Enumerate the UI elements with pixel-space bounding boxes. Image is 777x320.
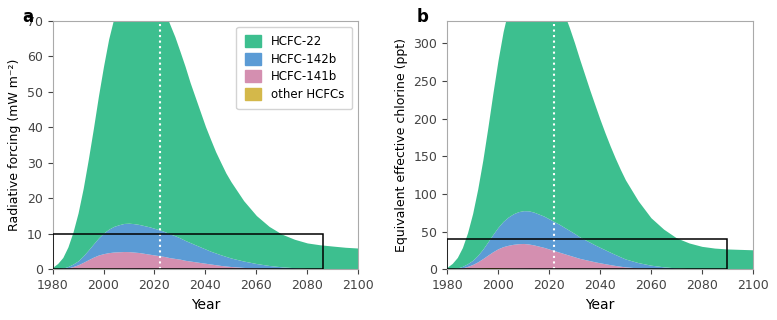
Y-axis label: Radiative forcing (mW m⁻²): Radiative forcing (mW m⁻²) [9,59,21,231]
Text: b: b [416,8,428,26]
Bar [53,234,322,269]
X-axis label: Year: Year [585,298,615,312]
Text: a: a [22,8,33,26]
Bar [447,239,727,269]
Legend: HCFC-22, HCFC-142b, HCFC-141b, other HCFCs: HCFC-22, HCFC-142b, HCFC-141b, other HCF… [236,27,352,109]
Y-axis label: Equivalent effective chlorine (ppt): Equivalent effective chlorine (ppt) [395,38,408,252]
X-axis label: Year: Year [190,298,220,312]
